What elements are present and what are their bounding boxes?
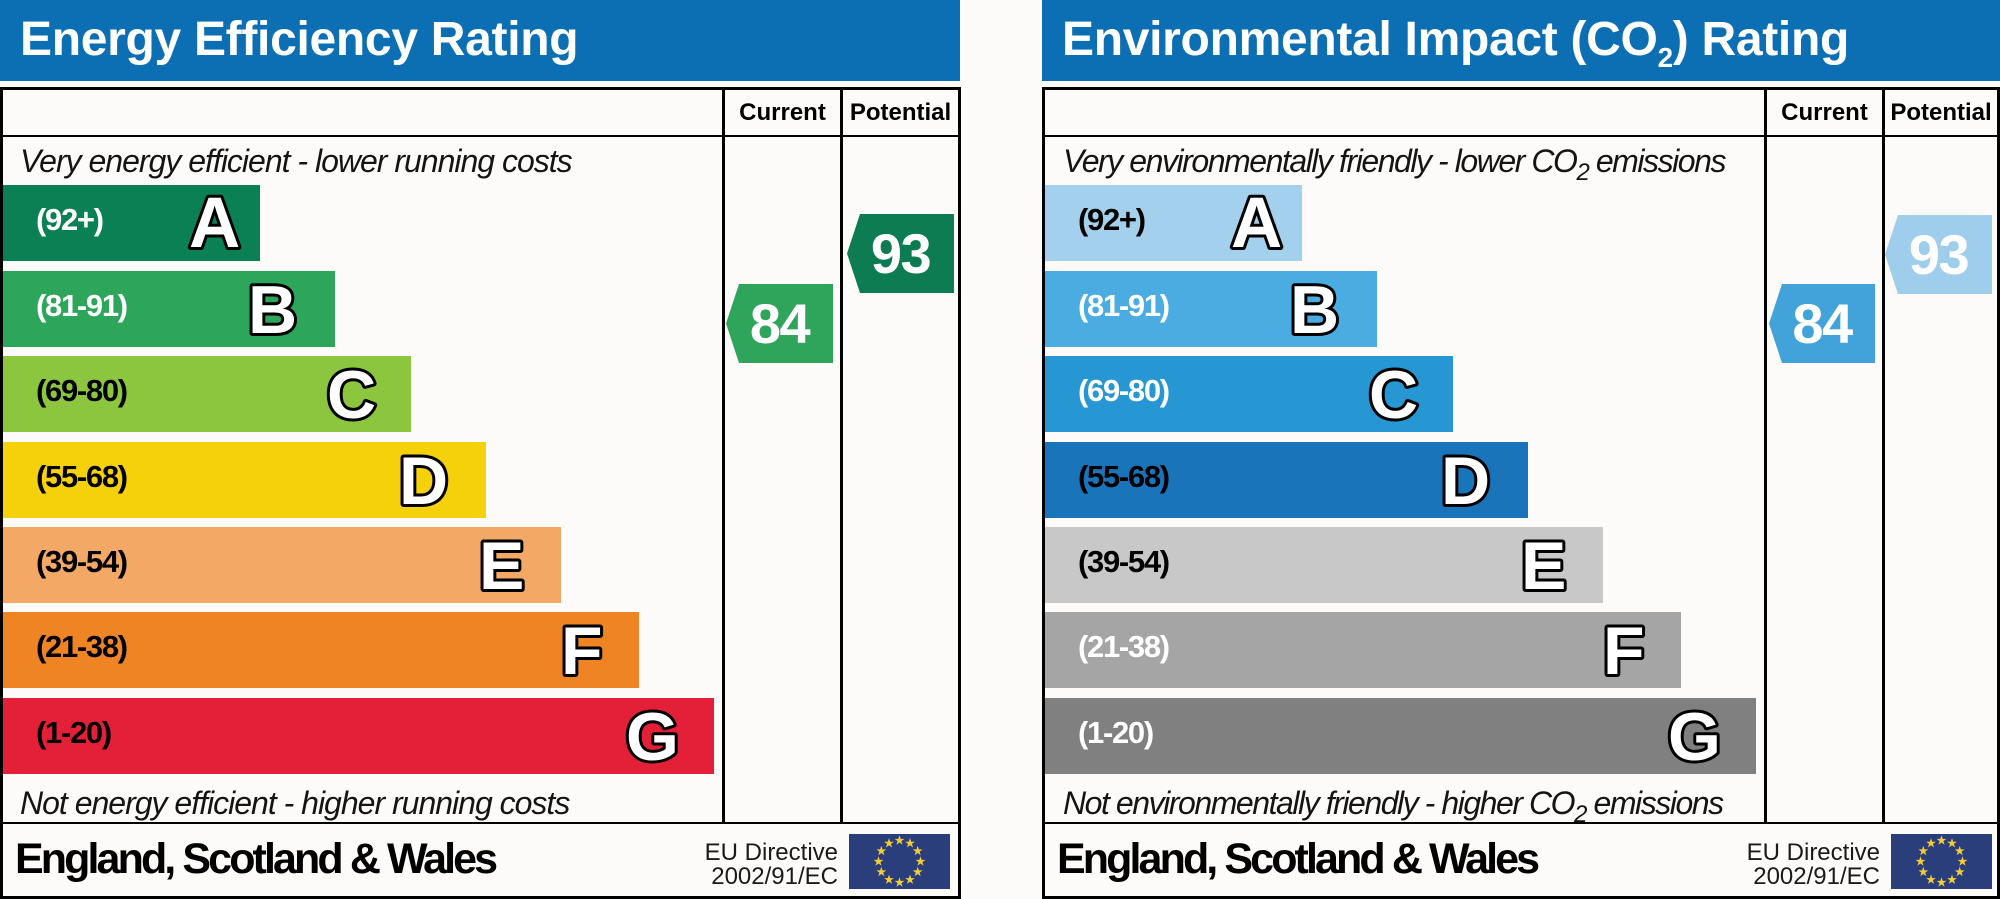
svg-text:B: B <box>1290 272 1339 348</box>
svg-text:F: F <box>561 613 603 689</box>
svg-text:F: F <box>1603 613 1645 689</box>
svg-text:D: D <box>1441 443 1490 519</box>
svg-text:E: E <box>1521 528 1566 604</box>
svg-text:D: D <box>399 443 448 519</box>
svg-text:G: G <box>1668 699 1721 775</box>
svg-text:A: A <box>189 184 240 263</box>
svg-text:A: A <box>1231 184 1282 263</box>
svg-text:C: C <box>327 357 376 433</box>
svg-text:B: B <box>248 272 297 348</box>
svg-text:C: C <box>1369 357 1418 433</box>
svg-text:E: E <box>479 528 524 604</box>
svg-text:G: G <box>626 699 679 775</box>
